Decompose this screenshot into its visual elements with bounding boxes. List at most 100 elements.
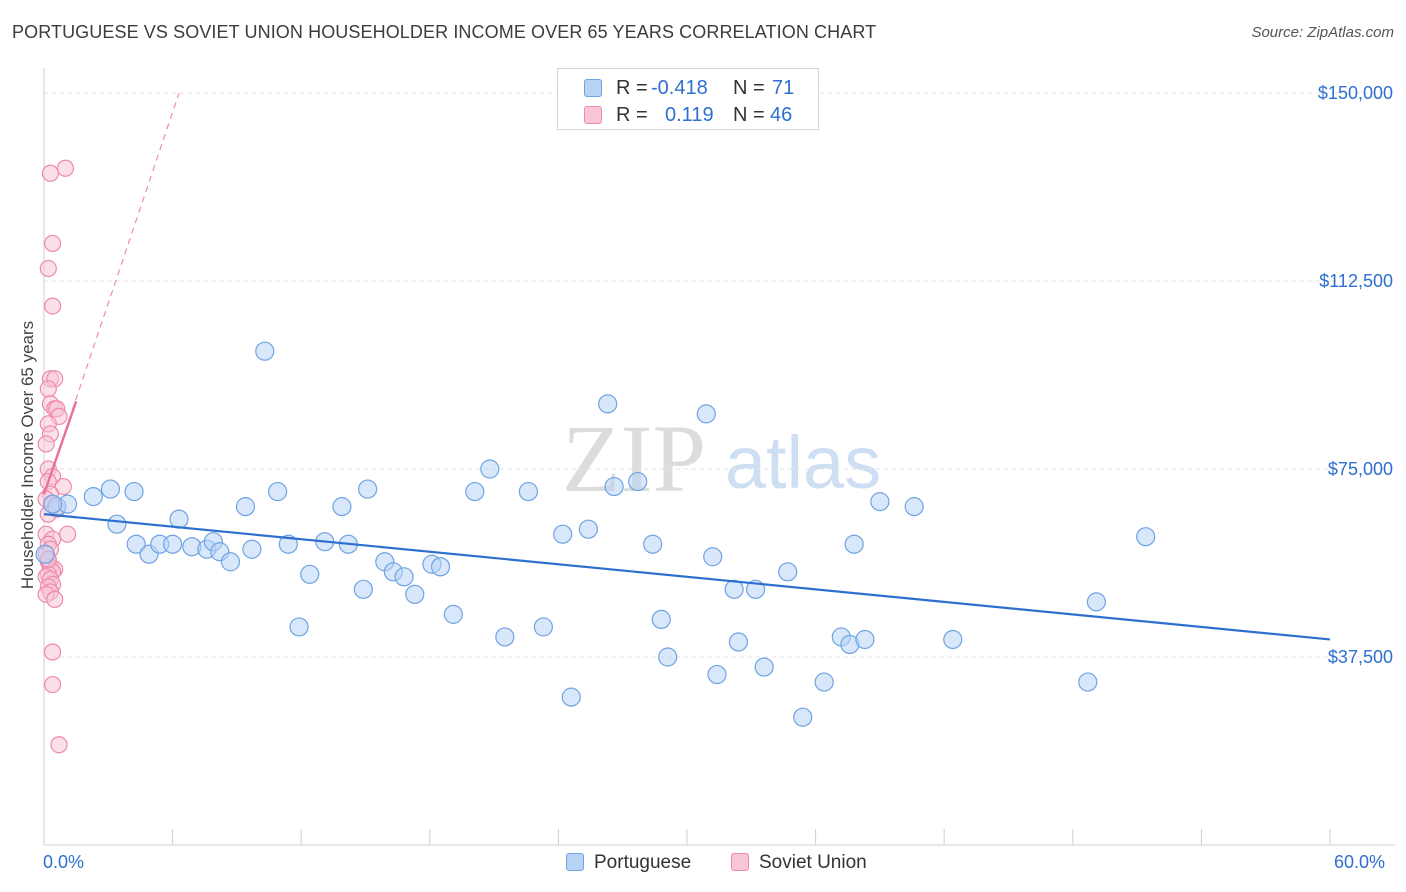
portuguese-point — [793, 707, 813, 727]
portuguese-point — [855, 629, 875, 650]
soviet-union-point — [56, 159, 75, 177]
portuguese-trend-line — [43, 513, 1331, 641]
chart-title: PORTUGUESE VS SOVIET UNION HOUSEHOLDER I… — [12, 22, 877, 42]
y-tick-label: $150,000 — [1318, 83, 1393, 103]
portuguese-point — [42, 494, 63, 514]
portuguese-point — [553, 524, 573, 544]
portuguese-point — [578, 519, 599, 539]
legend-item-soviet-union: Soviet Union — [731, 852, 867, 874]
soviet-union-point — [39, 380, 57, 398]
portuguese-point — [604, 476, 624, 497]
y-tick-label: $112,500 — [1319, 271, 1393, 291]
portuguese-point — [778, 562, 798, 582]
portuguese-point — [83, 486, 103, 507]
portuguese-point — [163, 534, 183, 554]
portuguese-point — [707, 664, 727, 685]
legend-row-soviet-union: R = 0.119 N = 46 — [558, 102, 818, 130]
soviet-union-point — [43, 643, 62, 661]
portuguese-point — [844, 534, 864, 554]
n-label: N = — [733, 77, 765, 99]
portuguese-swatch — [584, 79, 602, 97]
portuguese-point — [278, 534, 298, 554]
portuguese-point — [169, 509, 189, 529]
soviet-union-r-value: 0.119 — [665, 104, 714, 126]
portuguese-point — [495, 627, 515, 647]
portuguese-point — [814, 672, 834, 692]
portuguese-point — [430, 557, 451, 577]
portuguese-point — [643, 534, 663, 554]
n-label: N = — [733, 104, 765, 126]
soviet-union-trend-line — [42, 400, 78, 495]
portuguese-point — [332, 497, 352, 517]
portuguese-point — [353, 579, 373, 599]
portuguese-point — [533, 617, 553, 637]
soviet-union-point — [43, 234, 62, 253]
legend-row-portuguese: R = -0.418 N = 71 — [558, 75, 818, 103]
soviet-union-point — [58, 525, 77, 543]
portuguese-point — [126, 534, 146, 554]
watermark-atlas: atlas — [725, 421, 881, 504]
portuguese-point — [658, 647, 678, 667]
x-tick-min: 0.0% — [43, 852, 85, 872]
portuguese-point — [300, 564, 320, 584]
portuguese-point — [651, 609, 671, 630]
portuguese-point — [405, 584, 425, 604]
portuguese-point — [35, 544, 55, 564]
soviet-union-n-value: 46 — [770, 104, 793, 126]
soviet-union-point — [43, 675, 62, 694]
portuguese-legend-label: Portuguese — [594, 852, 692, 873]
x-tick-max: 60.0% — [1334, 852, 1386, 872]
y-axis-label: Householder Income Over 65 years — [18, 320, 37, 590]
portuguese-point — [703, 547, 723, 567]
portuguese-legend-swatch — [566, 853, 584, 871]
portuguese-point — [235, 497, 256, 517]
soviet-union-point — [46, 590, 64, 608]
portuguese-point — [728, 632, 749, 652]
portuguese-point — [242, 539, 262, 559]
portuguese-point — [220, 552, 241, 572]
portuguese-point — [255, 341, 275, 361]
portuguese-point — [443, 604, 463, 624]
portuguese-points — [35, 341, 1156, 727]
portuguese-point — [870, 492, 890, 512]
portuguese-point — [754, 657, 774, 677]
gridlines — [44, 92, 1395, 658]
soviet-union-point — [37, 435, 55, 453]
portuguese-point — [1136, 527, 1156, 547]
portuguese-r-value: -0.418 — [651, 77, 708, 99]
y-tick-label: $37,500 — [1328, 647, 1393, 667]
portuguese-point — [289, 617, 309, 637]
portuguese-point — [465, 481, 485, 502]
soviet-union-point — [43, 297, 62, 315]
portuguese-point — [518, 481, 538, 502]
r-label: R = — [616, 77, 648, 99]
legend-item-portuguese: Portuguese — [566, 852, 691, 874]
trend-lines — [42, 92, 1331, 641]
portuguese-point — [628, 471, 648, 492]
soviet-union-point — [39, 259, 57, 278]
portuguese-point — [100, 479, 121, 499]
axes — [43, 68, 1395, 846]
correlation-legend: R = -0.418 N = 71 R = 0.119 N = 46 — [557, 68, 819, 130]
soviet-union-swatch — [584, 106, 602, 124]
portuguese-point — [1078, 672, 1098, 692]
portuguese-point — [124, 481, 144, 502]
soviet-union-legend-swatch — [731, 853, 749, 871]
portuguese-point — [598, 394, 618, 414]
portuguese-n-value: 71 — [772, 77, 795, 99]
portuguese-point — [358, 479, 378, 499]
portuguese-point — [268, 481, 288, 502]
portuguese-point — [480, 459, 500, 479]
y-tick-label: $75,000 — [1328, 459, 1393, 479]
portuguese-point — [107, 514, 127, 534]
soviet-union-legend-label: Soviet Union — [759, 852, 867, 873]
portuguese-point — [1086, 592, 1106, 612]
watermark-zip: ZIP — [562, 405, 706, 512]
portuguese-point — [943, 629, 963, 650]
source-credit: Source: ZipAtlas.com — [1251, 24, 1394, 41]
portuguese-point — [904, 497, 924, 517]
portuguese-point — [696, 404, 716, 424]
r-label: R = — [616, 104, 648, 126]
portuguese-point — [394, 567, 414, 587]
